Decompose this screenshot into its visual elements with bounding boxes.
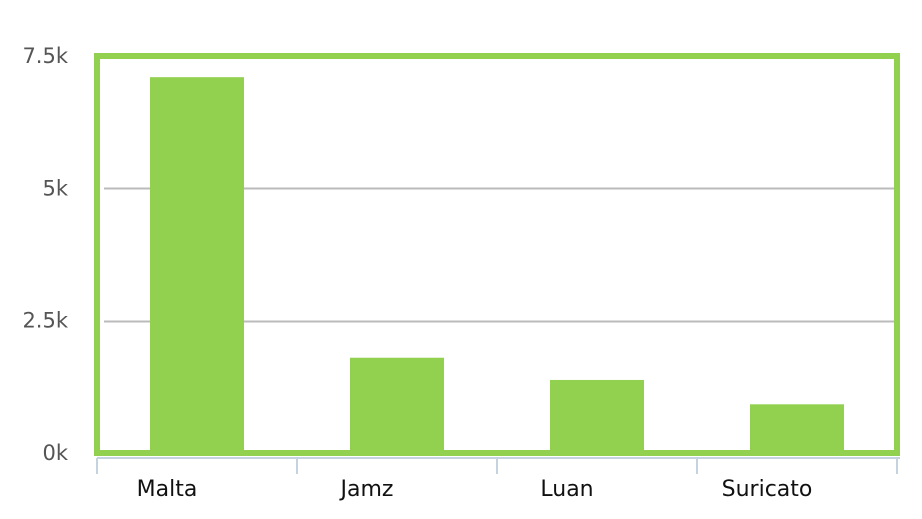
x-axis (96, 457, 900, 474)
bars (150, 77, 844, 453)
category-label: Luan (540, 477, 593, 502)
category-label: Malta (137, 477, 198, 502)
x-axis-category-labels: Malta Jamz Luan Suricato (137, 477, 813, 502)
category-label: Suricato (722, 477, 813, 502)
y-tick-label: 2.5k (22, 309, 68, 333)
bar-jamz (350, 357, 444, 453)
bar-malta (150, 77, 244, 453)
y-tick-label: 5k (42, 176, 68, 200)
bar-suricato (750, 404, 844, 453)
y-tick-label: 7.5k (22, 44, 68, 68)
plot-frame (94, 53, 900, 456)
y-axis-tick-labels: 0k 2.5k 5k 7.5k (22, 44, 68, 465)
y-tick-label: 0k (42, 441, 68, 465)
category-label: Jamz (339, 477, 394, 502)
bar-luan (550, 379, 644, 453)
